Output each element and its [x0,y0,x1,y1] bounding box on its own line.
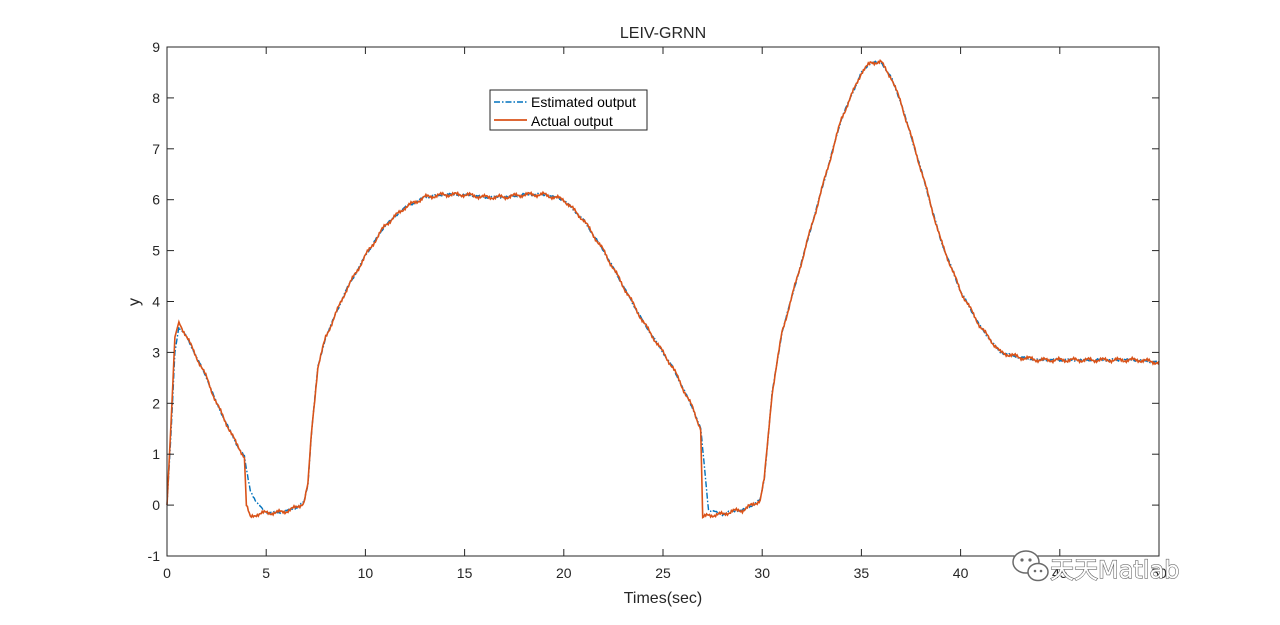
legend-box [489,89,648,131]
x-tick-label: 0 [163,565,171,581]
watermark: 天天Matlab [1012,550,1180,585]
x-tick-label: 40 [953,565,969,581]
x-tick-label: 35 [854,565,870,581]
series-layer [166,58,1160,519]
legend-label-estimated: Estimated output [531,94,636,110]
y-tick-label: 9 [152,39,160,55]
y-tick-label: 5 [152,243,160,259]
y-tick-label: 6 [152,192,160,208]
watermark-text: 天天Matlab [1050,556,1179,584]
x-tick-label: 15 [457,565,473,581]
x-tick-label: 10 [358,565,374,581]
x-tick-label: 45 [1052,565,1068,581]
chart-title: LEIV-GRNN [620,25,706,42]
y-tick-label: 8 [152,90,160,106]
y-axis-label: y [126,298,143,306]
x-axis-label: Times(sec) [624,590,703,607]
y-tick-label: 0 [152,497,160,513]
y-tick-label: -1 [148,548,161,564]
y-tick-label: 4 [152,294,160,310]
y-tick-label: 3 [152,344,160,360]
x-tick-label: 25 [655,565,671,581]
legend-label-actual: Actual output [531,113,613,129]
wechat-icon [1012,550,1049,582]
x-tick-label: 50 [1151,565,1167,581]
y-tick-label: 2 [152,395,160,411]
x-tick-label: 20 [556,565,572,581]
y-tick-label: 1 [152,446,160,462]
y-tick-label: 7 [152,141,160,157]
x-tick-label: 5 [262,565,270,581]
legend: Estimated output Actual output [489,89,648,131]
plot-area [167,47,1159,556]
x-tick-label: 30 [754,565,770,581]
series-line-actual [166,58,1160,519]
